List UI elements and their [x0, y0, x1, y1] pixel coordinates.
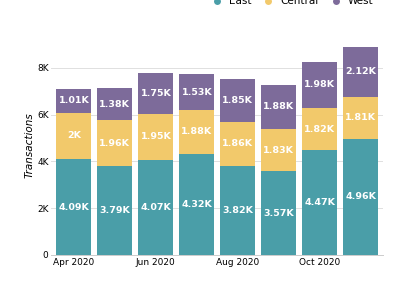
- Bar: [220, 166, 255, 255]
- Bar: [343, 97, 378, 139]
- Text: 4.32K: 4.32K: [181, 200, 212, 209]
- Text: 3.79K: 3.79K: [100, 206, 130, 215]
- Bar: [56, 89, 91, 113]
- Text: 1.53K: 1.53K: [181, 88, 212, 97]
- Bar: [261, 85, 296, 129]
- Text: 1.83K: 1.83K: [263, 146, 294, 155]
- Text: 1.86K: 1.86K: [222, 139, 253, 148]
- Bar: [302, 150, 337, 255]
- Text: 2.12K: 2.12K: [345, 67, 376, 76]
- Legend: East, Central, West: East, Central, West: [202, 0, 378, 10]
- Text: 1.75K: 1.75K: [141, 89, 171, 98]
- Text: 1.38K: 1.38K: [100, 100, 130, 109]
- Bar: [98, 166, 132, 255]
- Bar: [98, 88, 132, 120]
- Bar: [261, 171, 296, 255]
- Text: 1.82K: 1.82K: [304, 125, 335, 134]
- Text: 4.09K: 4.09K: [58, 202, 89, 212]
- Bar: [179, 110, 214, 154]
- Bar: [98, 120, 132, 166]
- Bar: [302, 62, 337, 108]
- Text: 1.01K: 1.01K: [58, 96, 89, 105]
- Bar: [302, 108, 337, 150]
- Bar: [56, 159, 91, 255]
- Text: 3.82K: 3.82K: [222, 206, 253, 215]
- Text: 1.81K: 1.81K: [345, 113, 376, 122]
- Y-axis label: Transactions: Transactions: [24, 112, 34, 178]
- Bar: [138, 160, 173, 255]
- Bar: [179, 154, 214, 255]
- Bar: [343, 139, 378, 255]
- Text: 1.85K: 1.85K: [222, 96, 253, 105]
- Bar: [343, 47, 378, 97]
- Bar: [220, 79, 255, 122]
- Text: 1.88K: 1.88K: [181, 127, 213, 137]
- Bar: [56, 113, 91, 159]
- Bar: [138, 114, 173, 160]
- Text: 1.98K: 1.98K: [304, 80, 335, 89]
- Text: 4.07K: 4.07K: [141, 203, 171, 212]
- Bar: [138, 73, 173, 114]
- Text: 1.95K: 1.95K: [141, 132, 171, 142]
- Text: 4.96K: 4.96K: [345, 193, 376, 201]
- Bar: [220, 122, 255, 166]
- Bar: [261, 129, 296, 171]
- Bar: [179, 74, 214, 110]
- Text: 4.47K: 4.47K: [304, 198, 335, 207]
- Text: 2K: 2K: [67, 132, 81, 140]
- Text: 1.88K: 1.88K: [263, 102, 294, 111]
- Text: 3.57K: 3.57K: [263, 209, 294, 218]
- Text: 1.96K: 1.96K: [100, 139, 130, 148]
